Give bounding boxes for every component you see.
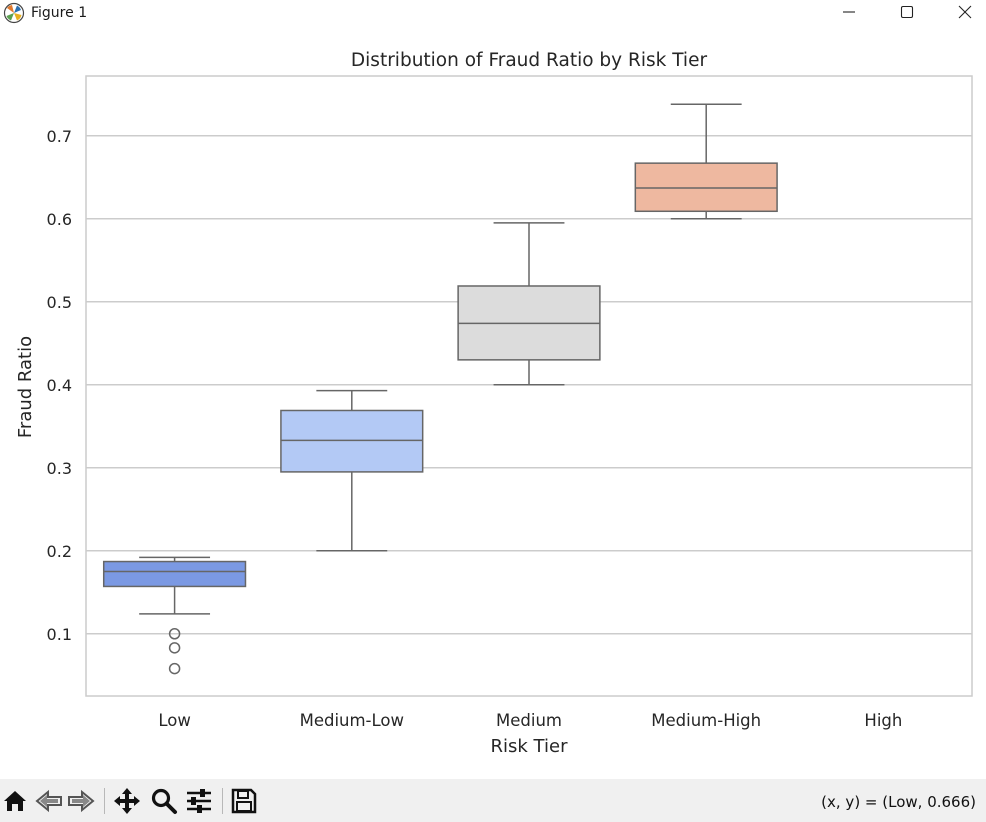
boxplot-chart: 0.1 0.2 0.3 0.4 0.5 0.6 0.7 Low Medium-Low Mediu… [15,50,973,757]
window-titlebar: Figure 1 [0,0,986,29]
y-tick-labels: 0.1 0.2 0.3 0.4 0.5 0.6 0.7 [47,127,72,644]
y-axis-label: Fraud Ratio [15,336,36,438]
box-medium [457,222,601,386]
axes-frame [85,75,973,697]
figure-canvas[interactable]: 0.1 0.2 0.3 0.4 0.5 0.6 0.7 Low Medium-Low Mediu… [0,29,986,779]
x-tick-label: Medium-Low [300,711,404,730]
configure-subplots-button[interactable] [185,787,213,815]
box-medium-low [280,389,424,552]
pan-button[interactable] [113,787,141,815]
grid-lines [86,135,972,635]
y-tick-label: 0.1 [47,625,72,644]
y-tick-label: 0.6 [47,210,72,229]
outlier-point [168,642,181,654]
box-low [102,556,247,675]
matplotlib-logo-icon [3,2,25,24]
y-tick-label: 0.5 [47,293,72,312]
close-icon [958,5,972,19]
box-body [634,162,778,213]
save-button[interactable] [230,787,258,815]
toolbar-separator [104,788,105,814]
x-tick-label: High [864,711,902,730]
maximize-button[interactable] [878,0,936,24]
maximize-icon [900,5,914,19]
close-button[interactable] [936,0,986,24]
pan-icon [114,788,140,814]
back-icon [35,789,62,813]
forward-button[interactable] [66,787,96,815]
toolbar-separator [222,788,223,814]
x-tick-label: Medium-High [651,711,761,730]
boxes [102,103,778,675]
outlier-point [168,662,181,675]
y-tick-label: 0.7 [47,127,72,146]
zoom-icon [151,788,177,814]
save-icon [231,788,257,814]
y-tick-label: 0.2 [47,542,72,561]
chart-title: Distribution of Fraud Ratio by Risk Tier [351,50,708,71]
x-tick-label: Medium [496,711,562,730]
y-tick-label: 0.3 [47,459,72,478]
window-title: Figure 1 [31,5,88,21]
home-icon [4,791,26,811]
minimize-icon [843,11,855,13]
outlier-point [168,628,181,640]
box-body [102,560,247,588]
configure-icon [187,789,211,813]
x-tick-labels: Low Medium-Low Medium Medium-High High [158,711,902,730]
zoom-button[interactable] [150,787,178,815]
forward-icon [68,789,95,813]
navigation-toolbar: (x, y) = (Low, 0.666) [0,779,986,822]
minimize-button[interactable] [820,0,878,24]
box-body [280,409,424,473]
cursor-coordinates: (x, y) = (Low, 0.666) [821,793,976,811]
y-tick-label: 0.4 [47,376,72,395]
back-button[interactable] [34,787,64,815]
home-button[interactable] [2,787,28,815]
x-axis-label: Risk Tier [491,736,569,757]
x-tick-label: Low [158,711,191,730]
box-medium-high [634,103,778,220]
